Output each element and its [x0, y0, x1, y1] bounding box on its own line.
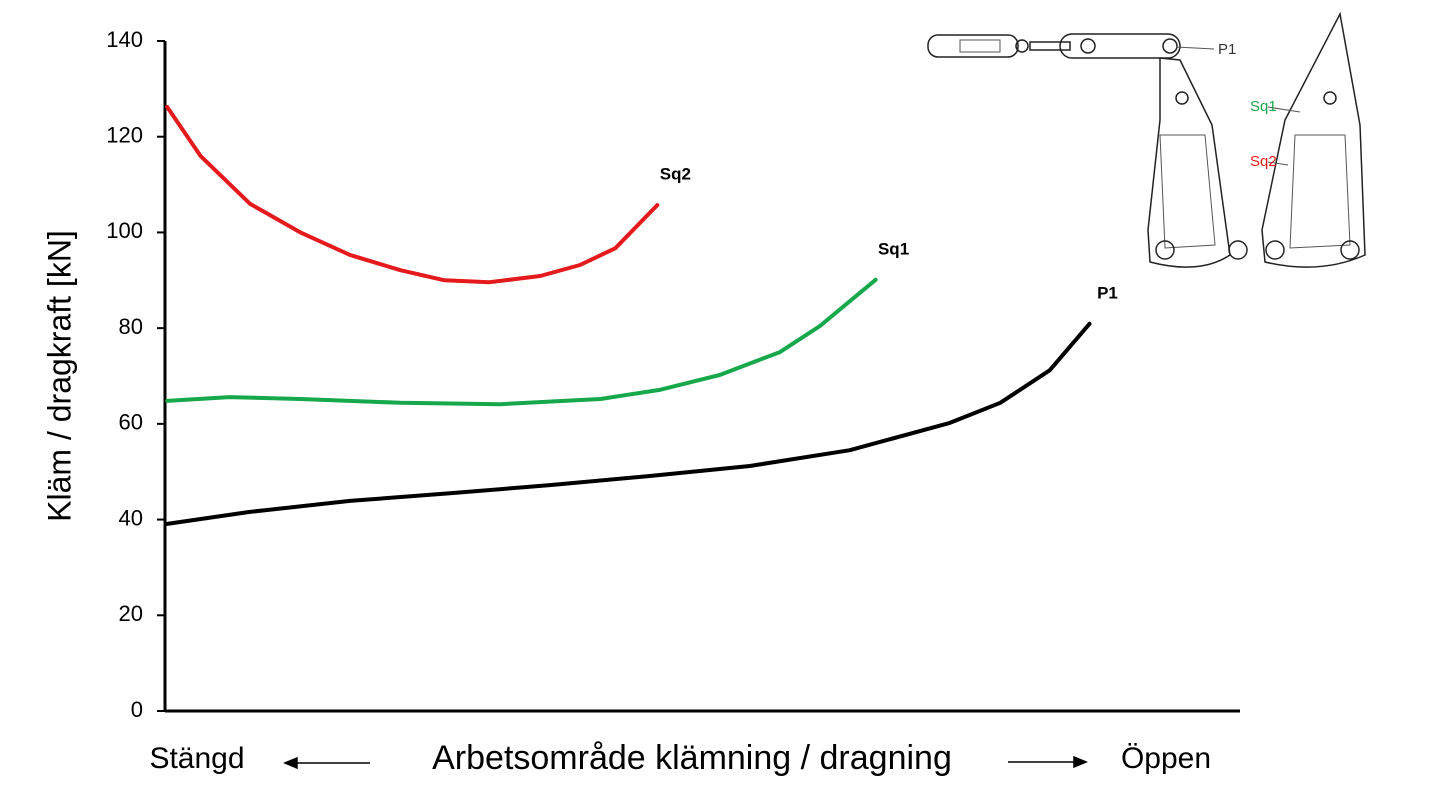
series-label: P1 — [1097, 283, 1118, 302]
x-start-label: Stängd — [149, 742, 244, 775]
series-label: Sq2 — [660, 165, 691, 184]
y-axis-label: Kläm / dragkraft [kN] — [41, 230, 77, 522]
x-axis-label: Arbetsområde klämning / dragning — [432, 739, 952, 777]
y-tick-label: 60 — [119, 410, 143, 435]
y-tick-label: 100 — [106, 218, 143, 243]
series-label: Sq1 — [878, 239, 909, 258]
arrows — [283, 755, 1088, 770]
y-tick-label: 140 — [106, 27, 143, 52]
mechanism-drawing — [927, 11, 1366, 268]
series-line — [165, 105, 660, 285]
y-tick-label: 120 — [106, 123, 143, 148]
diagram-label: Sq2 — [1250, 153, 1277, 170]
diagram-label: Sq1 — [1250, 98, 1277, 115]
series-line — [165, 277, 878, 407]
y-tick-label: 20 — [119, 601, 143, 626]
y-tick-label: 40 — [119, 505, 143, 530]
y-tick-label: 80 — [119, 314, 143, 339]
x-end-label: Öppen — [1121, 742, 1211, 775]
series-line — [165, 321, 1092, 526]
y-tick-label: 0 — [131, 697, 143, 722]
diagram-label: P1 — [1218, 41, 1236, 58]
